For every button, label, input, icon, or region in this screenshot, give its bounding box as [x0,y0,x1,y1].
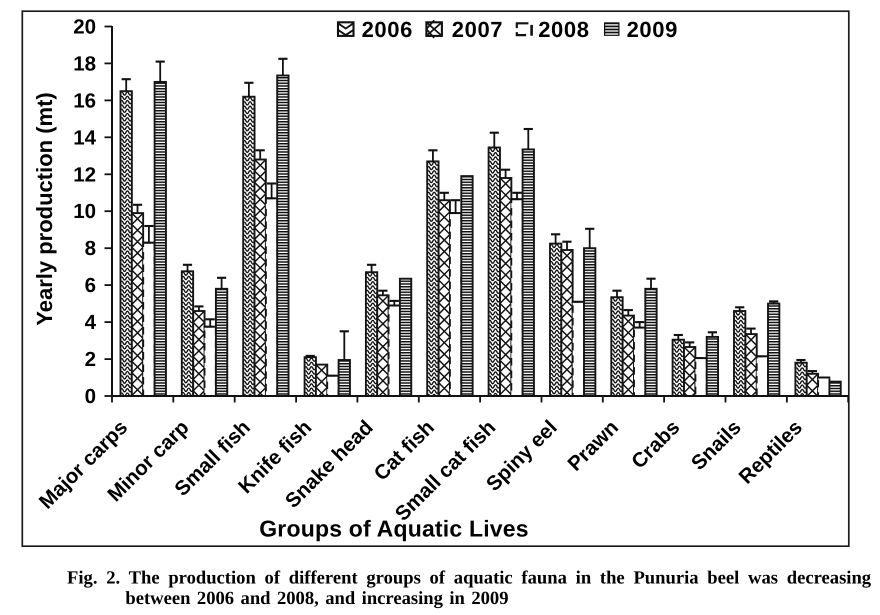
svg-text:12: 12 [73,163,96,186]
svg-text:between 2006 and 2008, and inc: between 2006 and 2008, and increasing in… [125,588,508,609]
svg-text:Yearly production (mt): Yearly production (mt) [32,92,57,325]
svg-text:18: 18 [73,52,96,75]
svg-text:2006: 2006 [362,17,413,42]
svg-text:8: 8 [85,237,96,260]
svg-text:Groups of Aquatic Lives: Groups of Aquatic Lives [259,516,529,542]
svg-text:4: 4 [85,311,97,334]
svg-text:2009: 2009 [627,17,678,42]
svg-text:0: 0 [85,385,96,408]
svg-text:2007: 2007 [452,17,503,42]
svg-text:10: 10 [73,200,96,223]
svg-text:14: 14 [73,126,96,149]
svg-text:6: 6 [85,274,96,297]
svg-text:16: 16 [73,89,96,112]
svg-text:20: 20 [73,16,96,39]
svg-text:2008: 2008 [538,17,589,42]
svg-text:Fig. 2. The production of diff: Fig. 2. The production of different grou… [67,568,872,589]
svg-text:2: 2 [85,348,96,371]
